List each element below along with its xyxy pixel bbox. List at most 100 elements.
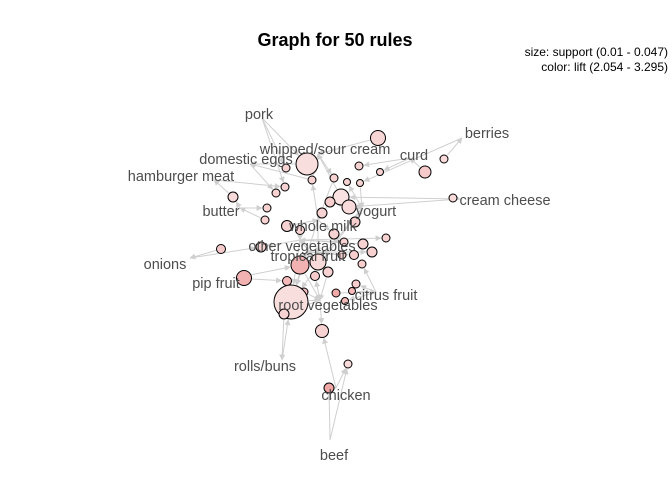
rule-node-17 xyxy=(341,199,357,215)
edge-40 xyxy=(189,250,216,260)
edge-73 xyxy=(323,207,363,256)
rule-node-41 xyxy=(341,297,349,305)
edge-9 xyxy=(363,157,411,168)
edge-67 xyxy=(329,368,349,441)
item-label-other-vegetables: other vegetables xyxy=(248,239,355,255)
edge-2 xyxy=(261,117,300,156)
rule-node-39 xyxy=(315,324,329,338)
edge-74 xyxy=(299,239,313,256)
edge-21 xyxy=(239,207,261,219)
item-label-hamburger-meat: hamburger meat xyxy=(128,169,234,185)
edge-62 xyxy=(279,319,286,361)
rule-node-4 xyxy=(439,154,449,164)
rule-node-29 xyxy=(357,259,367,269)
rule-node-13 xyxy=(376,168,384,176)
rule-node-31 xyxy=(309,253,327,271)
item-label-tropical-fruit: tropical fruit xyxy=(271,249,346,265)
rule-node-3 xyxy=(418,165,432,179)
edge-39 xyxy=(299,235,382,242)
rule-node-25 xyxy=(357,238,369,250)
rule-node-45 xyxy=(236,270,252,286)
rule-node-40 xyxy=(331,288,341,298)
item-label-domestic-eggs: domestic eggs xyxy=(199,152,293,168)
edge-3 xyxy=(317,139,370,156)
edge-10 xyxy=(446,137,463,156)
rule-node-24 xyxy=(339,237,349,247)
edge-36 xyxy=(266,239,301,248)
rule-node-21 xyxy=(260,215,270,225)
rule-node-15 xyxy=(343,178,351,186)
rule-node-47 xyxy=(255,241,267,253)
rule-node-5 xyxy=(448,193,458,203)
rule-node-44 xyxy=(323,382,335,394)
rule-node-6 xyxy=(227,191,239,203)
item-label-yogurt: yogurt xyxy=(356,204,396,220)
edge-29 xyxy=(293,218,319,226)
rule-node-19 xyxy=(349,216,361,228)
rule-node-23 xyxy=(328,228,340,240)
item-label-curd: curd xyxy=(400,148,428,164)
item-label-chicken: chicken xyxy=(321,388,370,404)
rule-node-10 xyxy=(307,175,317,185)
item-label-butter: butter xyxy=(202,204,239,220)
item-label-whole-milk: whole milk xyxy=(288,219,357,235)
item-label-onions: onions xyxy=(144,257,187,273)
edge-27 xyxy=(358,187,365,209)
rule-node-42 xyxy=(348,287,356,295)
item-label-whipped-sour-cream: whipped/sour cream xyxy=(259,142,391,158)
item-label-pork: pork xyxy=(245,107,274,123)
rule-node-12 xyxy=(354,161,364,171)
edge-28 xyxy=(348,185,363,209)
rule-node-34 xyxy=(310,271,320,281)
edge-15 xyxy=(213,179,229,194)
rule-node-7 xyxy=(281,163,291,173)
rule-node-49 xyxy=(316,207,328,219)
rule-node-9 xyxy=(280,182,290,192)
graph-title: Graph for 50 rules xyxy=(257,30,412,50)
rule-nodes-layer xyxy=(216,130,458,394)
rule-node-38 xyxy=(278,308,290,320)
legend-color: color: lift (2.054 - 3.295) xyxy=(541,60,668,74)
rule-node-32 xyxy=(290,255,310,275)
rule-node-43 xyxy=(343,359,353,369)
item-label-rolls-buns: rolls/buns xyxy=(234,359,296,375)
rule-node-18 xyxy=(324,196,336,208)
edge-59 xyxy=(318,277,327,301)
rule-node-20 xyxy=(262,203,272,213)
rule-node-30 xyxy=(337,250,347,260)
item-label-citrus-fruit: citrus fruit xyxy=(355,288,418,304)
edge-65 xyxy=(322,337,337,389)
edge-53 xyxy=(360,285,377,293)
edge-75 xyxy=(304,273,321,301)
rule-node-27 xyxy=(381,233,391,243)
rule-node-35 xyxy=(282,276,292,286)
rule-node-48 xyxy=(295,225,305,235)
rule-node-2 xyxy=(295,152,319,176)
edge-8 xyxy=(383,157,411,171)
item-label-pip-fruit: pip fruit xyxy=(192,276,240,292)
legend-size: size: support (0.01 - 0.047) xyxy=(525,45,668,59)
rule-node-28 xyxy=(349,250,359,260)
item-label-root-vegetables: root vegetables xyxy=(278,298,377,314)
rule-node-46 xyxy=(216,244,226,254)
rule-node-8 xyxy=(271,188,281,198)
item-label-beef: beef xyxy=(320,448,349,464)
item-labels-layer: pork whipped/sour cream curd berries domesti… xyxy=(128,107,551,464)
edge-61 xyxy=(281,319,291,361)
edge-7 xyxy=(409,157,421,168)
rule-node-14 xyxy=(356,179,364,187)
rule-node-11 xyxy=(329,173,339,183)
rule-node-50 xyxy=(351,279,361,289)
edge-52 xyxy=(356,288,377,295)
edge-31 xyxy=(317,219,330,231)
edge-60 xyxy=(318,299,325,325)
rule-node-33 xyxy=(322,266,334,278)
rule-node-26 xyxy=(366,246,378,258)
edge-66 xyxy=(326,393,333,441)
rule-node-1 xyxy=(370,130,386,146)
edge-18 xyxy=(356,198,461,210)
edge-14 xyxy=(249,162,308,180)
item-label-cream-cheese: cream cheese xyxy=(459,193,550,209)
edge-16 xyxy=(213,179,281,189)
